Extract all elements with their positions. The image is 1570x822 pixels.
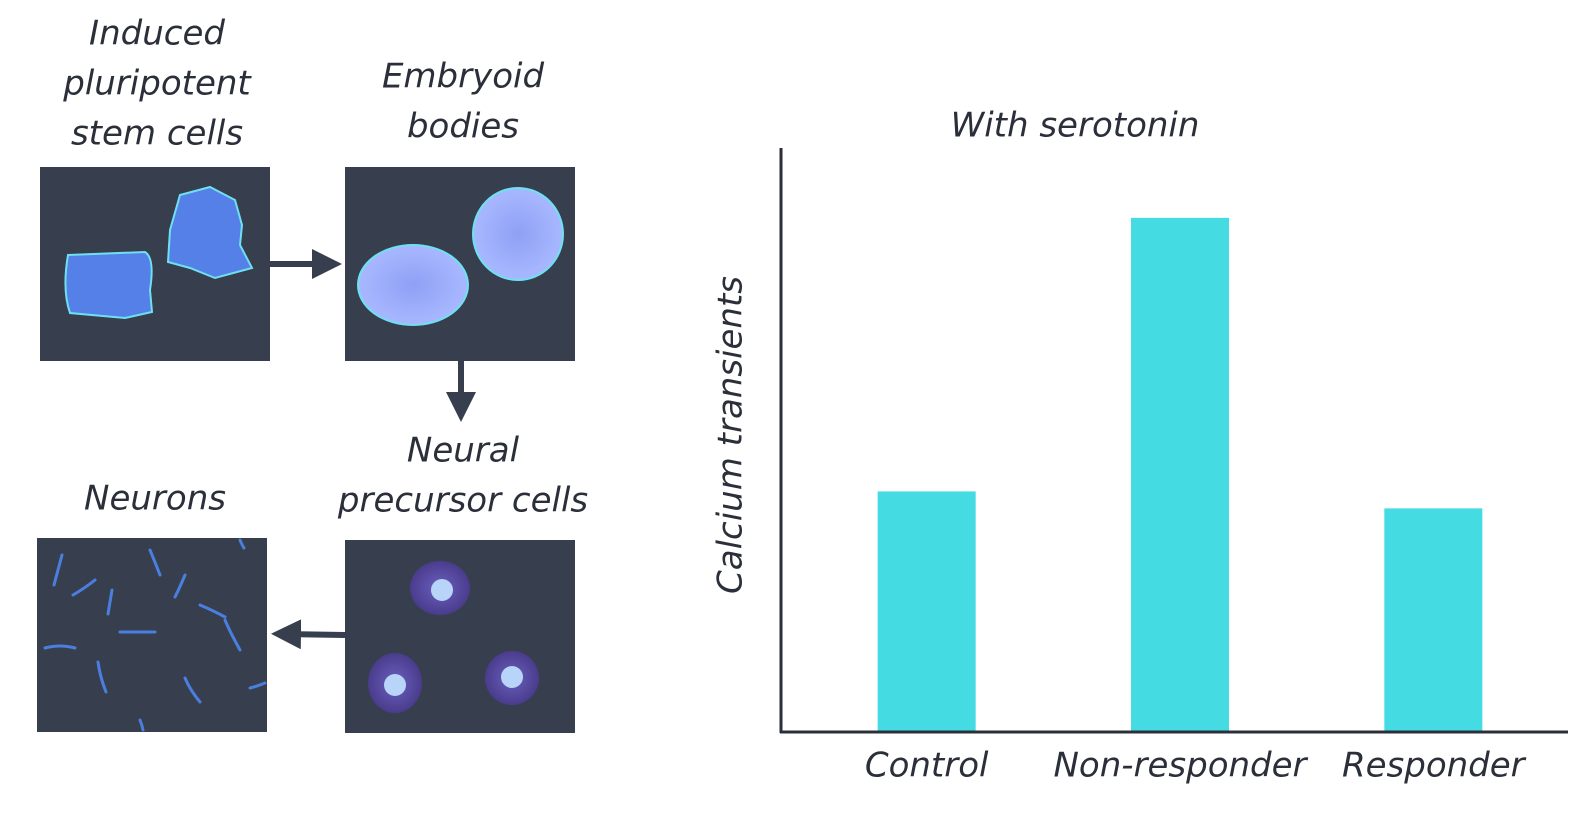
bar [1131, 217, 1229, 732]
stage-label: precursor cells [337, 481, 588, 521]
bar [877, 491, 976, 731]
x-tick-label: Responder [1342, 746, 1527, 786]
stage-label: pluripotent [62, 64, 252, 104]
x-tick-label: Non-responder [1053, 746, 1308, 786]
bar [1384, 508, 1483, 731]
stage-label: bodies [407, 107, 519, 147]
ipsc-panel [40, 167, 270, 361]
y-axis-label: Calcium transients [711, 276, 751, 594]
stage-label: Induced [89, 14, 225, 54]
arrow [271, 619, 346, 650]
stage-label: Embryoid [382, 57, 545, 97]
stage-label: stem cells [71, 114, 243, 154]
x-tick-label: Control [865, 746, 989, 786]
stage-label: Neurons [84, 479, 226, 519]
neurons-panel [37, 538, 267, 732]
plot: Control Non-responder Responder [865, 217, 1527, 786]
precursor-panel [345, 540, 575, 733]
chart-title: With serotonin [951, 106, 1200, 146]
stage-label: Neural [407, 431, 520, 471]
embryoid-panel [345, 167, 575, 361]
